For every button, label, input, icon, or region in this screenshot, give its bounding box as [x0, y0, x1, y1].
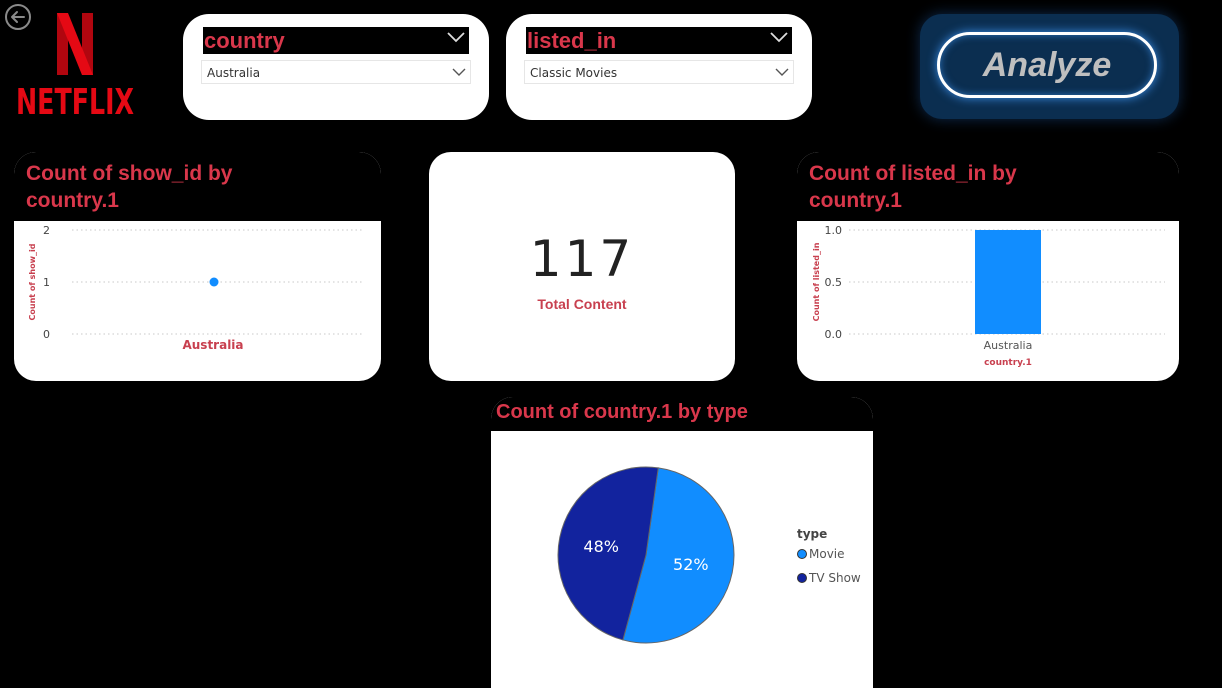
chevron-down-icon[interactable]: [775, 67, 789, 77]
y-tick-label: 1: [43, 276, 50, 289]
listed-in-dropdown[interactable]: Classic Movies: [524, 60, 794, 84]
kpi-value: 117: [529, 230, 635, 288]
card-title: Count of country.1 by type: [491, 397, 873, 431]
legend-marker: [797, 573, 807, 583]
x-tick-label: Australia: [984, 339, 1033, 352]
listed-in-slicer-title-text: listed_in: [527, 28, 617, 53]
listed-in-slicer: listed_in Classic Movies: [506, 14, 812, 120]
y-tick-label: 0.0: [825, 328, 843, 341]
country-selected-value: Australia: [207, 66, 261, 80]
legend-title: type: [797, 527, 827, 541]
pie-data-label: 52%: [673, 555, 709, 574]
kpi-label: Total Content: [537, 296, 627, 312]
y-axis-label: Count of show_id: [28, 243, 37, 320]
listed-in-by-country-card: Count of listed_in by country.1 0.0 0.5 1.…: [797, 152, 1179, 381]
svg-text:NETFLIX: NETFLIX: [16, 82, 134, 123]
x-axis-label: Australia: [182, 338, 243, 352]
card-title-line: country.1: [26, 189, 119, 212]
card-title: Count of show_id by country.1: [14, 152, 381, 221]
country-slicer-title[interactable]: country: [203, 27, 469, 54]
legend-label: Movie: [809, 547, 845, 561]
card-title-line: country.1: [809, 189, 902, 212]
bar: [975, 230, 1041, 334]
country-slicer: country Australia: [183, 14, 489, 120]
x-axis-label: country.1: [984, 358, 1032, 368]
chevron-down-icon[interactable]: [447, 31, 465, 43]
back-arrow-icon[interactable]: [4, 3, 32, 31]
pie-chart: 52% 48% type Movie TV Show: [557, 466, 861, 644]
legend-label: TV Show: [808, 571, 861, 585]
card-title: Count of listed_in by country.1: [797, 152, 1179, 221]
analyze-button[interactable]: Analyze: [937, 32, 1157, 98]
y-tick-label: 0.5: [825, 276, 843, 289]
pie-data-label: 48%: [583, 537, 619, 556]
show-id-by-country-card: Count of show_id by country.1 0 1 2 Count o…: [14, 152, 381, 381]
chevron-down-icon[interactable]: [452, 67, 466, 77]
listed-in-slicer-title[interactable]: listed_in: [526, 27, 792, 54]
y-axis-label: Count of listed_in: [812, 242, 821, 321]
pie-slice: [622, 467, 735, 644]
listed-in-selected-value: Classic Movies: [530, 66, 618, 80]
y-tick-label: 1.0: [825, 224, 843, 237]
total-content-card: 117 Total Content: [429, 152, 735, 381]
y-tick-label: 2: [43, 224, 50, 237]
pie-slice: [557, 466, 659, 641]
country-dropdown[interactable]: Australia: [201, 60, 471, 84]
data-point: [209, 277, 219, 287]
country-slicer-title-text: country: [204, 28, 285, 53]
analyze-panel: Analyze: [920, 14, 1179, 119]
chevron-down-icon[interactable]: [770, 31, 788, 43]
scatter-chart: 0 1 2 Count of show_id Australia: [28, 224, 364, 352]
country-by-type-card: Count of country.1 by type 52% 48% type Mov…: [491, 397, 873, 688]
legend-marker: [797, 549, 807, 559]
netflix-logo: NETFLIX: [16, 13, 134, 123]
card-title-line: Count of show_id by: [26, 162, 233, 185]
y-tick-label: 0: [43, 328, 50, 341]
bar-chart: 0.0 0.5 1.0 Count of listed_in Australia coun…: [812, 224, 1165, 368]
card-title-line: Count of listed_in by: [809, 162, 1017, 185]
